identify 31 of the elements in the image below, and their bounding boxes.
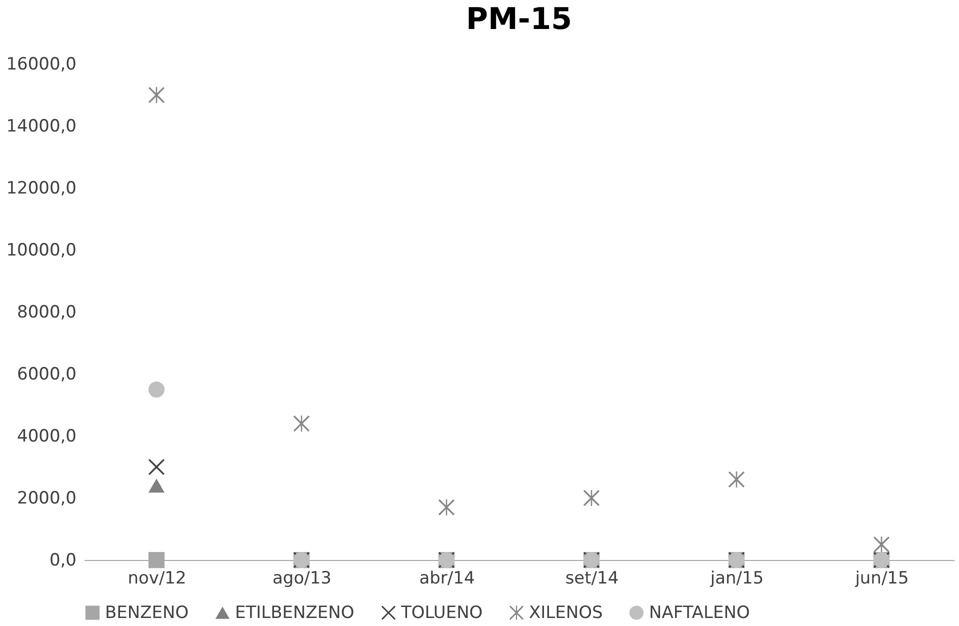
- y-tick-label: 2000,0: [17, 488, 76, 508]
- x-tick-label: jan/15: [709, 568, 764, 588]
- y-tick-label: 8000,0: [17, 302, 76, 322]
- point: [583, 490, 600, 506]
- y-tick-label: 10000,0: [6, 240, 76, 260]
- point: [148, 381, 165, 398]
- point: [148, 458, 165, 476]
- point: [728, 471, 745, 488]
- x-tick-label: set/14: [565, 568, 619, 588]
- legend-label: XILENOS: [529, 602, 603, 623]
- x-tick-label: ago/13: [272, 568, 332, 588]
- legend-label: NAFTALENO: [649, 602, 750, 623]
- point: [873, 536, 890, 553]
- y-tick-label: 6000,0: [17, 364, 76, 384]
- point: [293, 416, 310, 432]
- x-tick-label: nov/12: [128, 568, 186, 588]
- y-tick-label: 0,0: [49, 550, 76, 570]
- x-tick-label: abr/14: [419, 568, 475, 588]
- legend-label: ETILBENZENO: [235, 602, 354, 623]
- x-tick-label: jun/15: [854, 568, 909, 588]
- point: [148, 86, 165, 104]
- point: [148, 478, 165, 493]
- legend-label: BENZENO: [105, 602, 189, 623]
- y-tick-label: 14000,0: [6, 116, 76, 136]
- chart-title: PM-15: [466, 2, 572, 37]
- y-tick-label: 16000,0: [6, 54, 76, 74]
- legend-label: TOLUENO: [400, 602, 483, 623]
- y-tick-label: 12000,0: [6, 178, 76, 198]
- point: [148, 552, 165, 568]
- y-tick-label: 4000,0: [17, 426, 76, 446]
- point: [438, 499, 455, 516]
